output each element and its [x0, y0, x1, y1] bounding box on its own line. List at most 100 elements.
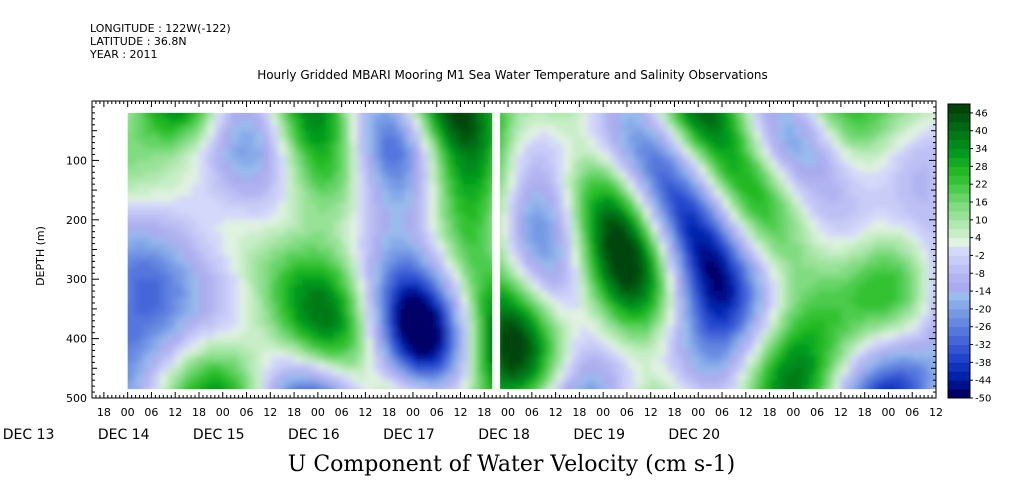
- heatmap-cell: [563, 142, 573, 150]
- heatmap-cell: [587, 386, 596, 390]
- heatmap-cell: [634, 279, 644, 286]
- heatmap-cell: [167, 231, 176, 239]
- heatmap-cell: [508, 112, 517, 120]
- heatmap-cell: [175, 362, 184, 369]
- heatmap-cell: [460, 302, 470, 310]
- heatmap-cell: [246, 172, 256, 179]
- heatmap-cell: [484, 112, 493, 114]
- heatmap-cell: [357, 350, 366, 358]
- heatmap-cell: [888, 118, 897, 126]
- heatmap-cell: [309, 338, 319, 346]
- heatmap-cell: [603, 380, 612, 387]
- heatmap-cell: [579, 178, 588, 185]
- heatmap-cell: [500, 344, 509, 352]
- heatmap-cell: [666, 148, 676, 156]
- heatmap-cell: [642, 261, 652, 268]
- heatmap-cell: [603, 190, 612, 197]
- heatmap-cell: [864, 112, 874, 120]
- heatmap-cell: [365, 178, 374, 185]
- heatmap-cell: [825, 267, 834, 274]
- heatmap-cell: [777, 302, 787, 310]
- heatmap-cell: [262, 136, 271, 144]
- heatmap-cell: [262, 362, 271, 369]
- heatmap-cell: [191, 148, 200, 156]
- heatmap-cell: [381, 297, 390, 304]
- heatmap-cell: [341, 190, 351, 197]
- heatmap-cell: [809, 196, 818, 203]
- heatmap-cell: [397, 279, 406, 286]
- heatmap-cell: [769, 386, 779, 390]
- heatmap-cell: [405, 207, 414, 215]
- heatmap-cell: [698, 243, 707, 251]
- heatmap-cell: [611, 166, 620, 173]
- heatmap-cell: [428, 320, 438, 328]
- heatmap-cell: [706, 279, 715, 286]
- heatmap-cell: [595, 124, 604, 132]
- heatmap-cell: [341, 196, 351, 203]
- heatmap-cell: [214, 225, 224, 233]
- heatmap-cell: [246, 130, 256, 138]
- heatmap-cell: [159, 112, 168, 120]
- heatmap-cell: [135, 374, 145, 381]
- heatmap-cell: [143, 350, 153, 358]
- heatmap-cell: [856, 267, 866, 274]
- heatmap-cell: [389, 320, 398, 328]
- heatmap-cell: [611, 201, 620, 209]
- heatmap-cell: [777, 237, 787, 245]
- heatmap-cell: [412, 219, 422, 227]
- heatmap-cell: [595, 160, 604, 167]
- heatmap-cell: [183, 356, 192, 363]
- heatmap-cell: [397, 237, 406, 245]
- heatmap-cell: [206, 154, 216, 161]
- heatmap-cell: [904, 172, 913, 179]
- heatmap-cell: [555, 362, 565, 369]
- heatmap-cell: [777, 279, 787, 286]
- heatmap-cell: [159, 225, 168, 233]
- heatmap-cell: [183, 308, 192, 316]
- heatmap-cell: [825, 213, 834, 221]
- heatmap-cell: [460, 344, 470, 352]
- heatmap-cell: [872, 356, 882, 363]
- heatmap-cell: [840, 118, 850, 126]
- heatmap-cell: [420, 308, 430, 316]
- heatmap-cell: [714, 285, 723, 292]
- heatmap-cell: [167, 190, 176, 197]
- heatmap-cell: [175, 172, 184, 179]
- heatmap-cell: [381, 356, 390, 363]
- heatmap-cell: [333, 279, 343, 286]
- heatmap-cell: [603, 124, 612, 132]
- heatmap-cell: [904, 213, 913, 221]
- heatmap-cell: [397, 213, 406, 221]
- heatmap-cell: [325, 112, 335, 120]
- heatmap-cell: [222, 314, 232, 322]
- heatmap-cell: [817, 344, 826, 352]
- heatmap-cell: [230, 332, 240, 340]
- heatmap-cell: [769, 338, 779, 346]
- heatmap-cell: [222, 225, 232, 233]
- heatmap-cell: [500, 207, 509, 215]
- heatmap-cell: [500, 350, 509, 358]
- heatmap-cell: [801, 237, 810, 245]
- heatmap-cell: [262, 237, 271, 245]
- heatmap-cell: [547, 273, 557, 280]
- heatmap-cell: [658, 136, 668, 144]
- heatmap-cell: [634, 148, 644, 156]
- heatmap-cell: [523, 154, 533, 161]
- heatmap-cell: [254, 231, 263, 239]
- heatmap-cell: [658, 160, 668, 167]
- heatmap-cell: [737, 184, 747, 191]
- heatmap-cell: [198, 172, 208, 179]
- heatmap-cell: [563, 344, 573, 352]
- heatmap-cell: [405, 261, 414, 268]
- heatmap-cell: [317, 314, 327, 322]
- heatmap-cell: [135, 112, 145, 120]
- heatmap-cell: [270, 196, 279, 203]
- heatmap-cell: [183, 350, 192, 358]
- heatmap-cell: [333, 237, 343, 245]
- heatmap-cell: [309, 118, 319, 126]
- heatmap-cell: [785, 190, 794, 197]
- heatmap-cell: [278, 344, 287, 352]
- heatmap-cell: [579, 148, 588, 156]
- heatmap-cell: [817, 249, 826, 257]
- heatmap-cell: [286, 338, 295, 346]
